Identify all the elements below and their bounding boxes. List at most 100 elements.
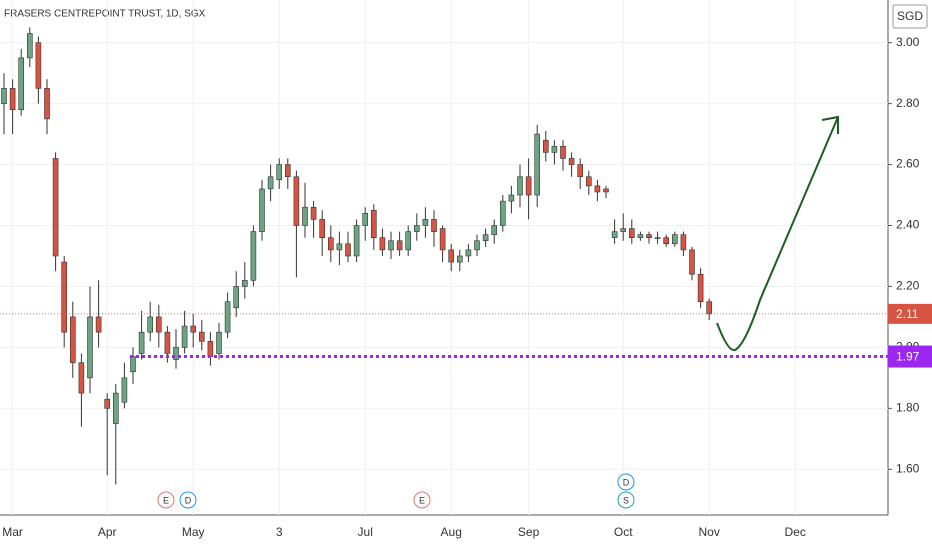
candle-body xyxy=(327,237,334,251)
candle-body xyxy=(620,228,627,232)
candle-body xyxy=(697,273,704,302)
event-label: S xyxy=(623,495,629,505)
candle-body xyxy=(70,316,76,363)
candle-body xyxy=(422,219,429,226)
chart-title: FRASERS CENTREPOINT TRUST, 1D, SGX xyxy=(4,9,206,20)
y-tick-label: 2.40 xyxy=(896,218,920,232)
candle-body xyxy=(216,331,222,354)
x-tick-label: Nov xyxy=(699,525,720,539)
candle-body xyxy=(9,88,16,111)
last-price-label: 2.11 xyxy=(896,307,919,321)
candle-body xyxy=(173,347,179,360)
candle-body xyxy=(156,316,162,333)
candle-body xyxy=(242,280,248,287)
last-price-tag xyxy=(888,303,932,324)
candle-body xyxy=(52,158,59,257)
candle-body xyxy=(680,234,687,251)
currency-box xyxy=(892,4,928,29)
candle-body xyxy=(405,231,412,251)
event-marker xyxy=(617,491,635,509)
event-label: D xyxy=(185,495,192,505)
candle-body xyxy=(706,301,713,315)
candle-body xyxy=(577,164,584,178)
x-tick-label: Dec xyxy=(785,525,806,539)
candle-body xyxy=(525,176,532,196)
currency: SGD xyxy=(897,9,923,23)
level-label: 1.97 xyxy=(896,350,920,364)
y-tick-label: 2.20 xyxy=(896,279,920,293)
candle-body xyxy=(95,316,102,333)
event-label: D xyxy=(623,477,630,487)
candle-body xyxy=(362,213,369,226)
event-marker xyxy=(179,491,197,509)
candle-body xyxy=(293,176,300,226)
candle-body xyxy=(542,139,549,153)
candle-body xyxy=(113,392,119,424)
candle-body xyxy=(26,33,33,59)
candle-body xyxy=(637,234,644,238)
candle-body xyxy=(396,240,403,251)
candle-body xyxy=(284,164,291,178)
candle-body xyxy=(370,209,377,238)
x-tick-label: Mar xyxy=(2,525,23,539)
candle-body xyxy=(319,219,326,238)
level-tag xyxy=(888,345,932,368)
candle-body xyxy=(474,240,480,251)
candle-body xyxy=(61,261,68,333)
event-marker xyxy=(157,491,175,509)
candle-body xyxy=(413,225,420,232)
candle-body xyxy=(611,231,618,238)
candle-body xyxy=(233,286,239,309)
candle-body xyxy=(18,57,25,111)
candle-body xyxy=(431,219,437,232)
candle-body xyxy=(190,325,196,333)
candle-body xyxy=(508,194,515,202)
candle-body xyxy=(87,316,93,379)
candle-body xyxy=(104,398,110,409)
x-tick-label: Aug xyxy=(441,525,462,539)
y-tick-label: 2.60 xyxy=(896,157,920,171)
candle-body xyxy=(207,341,214,357)
candle-body xyxy=(345,243,351,257)
candle-body xyxy=(439,228,446,251)
candle-body xyxy=(199,331,205,342)
candle-body xyxy=(628,228,635,238)
candle-body xyxy=(310,206,317,220)
candle-body xyxy=(388,240,394,251)
candle-body xyxy=(130,356,136,373)
candle-body xyxy=(465,249,472,257)
candle-body xyxy=(181,325,188,348)
x-tick-label: Jul xyxy=(358,525,373,539)
candle-body xyxy=(585,176,592,187)
x-tick-label: Sep xyxy=(518,525,540,539)
y-tick-label: 1.60 xyxy=(896,461,920,475)
y-tick-label: 2.80 xyxy=(896,96,920,110)
y-tick-label: 3.00 xyxy=(896,35,920,49)
candle-body xyxy=(78,362,85,394)
candle-body xyxy=(259,188,265,232)
candle-body xyxy=(689,249,695,275)
event-label: E xyxy=(419,495,425,505)
candle-body xyxy=(603,188,609,193)
candle-body xyxy=(302,206,308,226)
candle-body xyxy=(671,234,678,245)
candle-body xyxy=(482,234,489,242)
candle-body xyxy=(353,225,360,257)
candle-body xyxy=(568,158,575,165)
candle-body xyxy=(224,301,231,333)
x-tick-label: Oct xyxy=(614,525,633,539)
candle-body xyxy=(121,377,128,403)
candle-body xyxy=(138,331,145,354)
grid xyxy=(0,0,888,515)
candle-body xyxy=(448,249,455,263)
candle-body xyxy=(560,145,566,159)
candle-body xyxy=(663,237,670,245)
candle-body xyxy=(491,225,498,235)
events: E D E D S xyxy=(157,473,635,509)
candle-body xyxy=(164,331,171,354)
candle-body xyxy=(336,243,343,251)
projection-arrow xyxy=(716,116,839,352)
